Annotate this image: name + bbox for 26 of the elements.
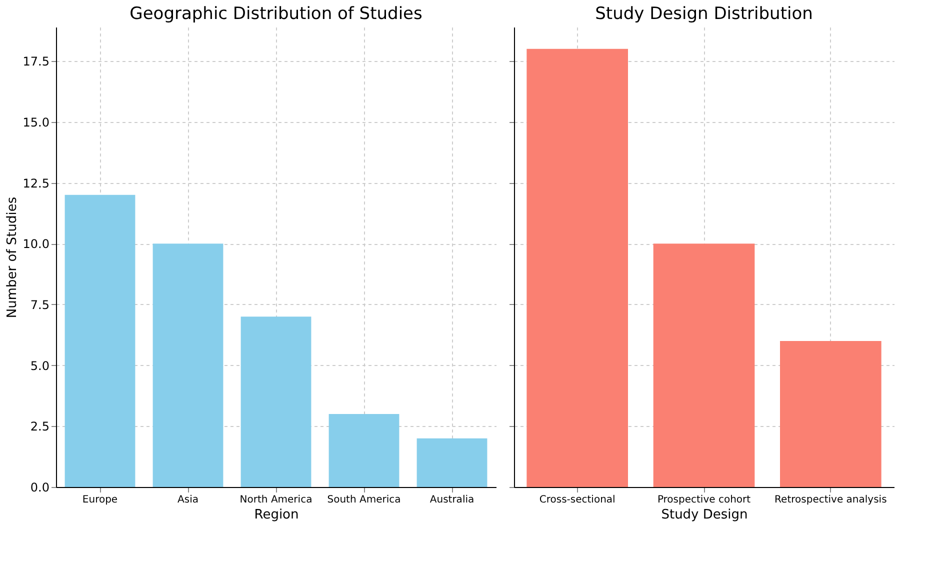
x-tick-label: Retrospective analysis bbox=[774, 494, 887, 506]
x-tick-label: Asia bbox=[178, 494, 198, 506]
y-tick-label: 5.0 bbox=[30, 358, 50, 373]
x-tick-label: North America bbox=[240, 494, 312, 506]
x-tick-label: Europe bbox=[82, 494, 118, 506]
bar bbox=[416, 438, 488, 487]
bar bbox=[328, 414, 400, 487]
y-tick-label: 2.5 bbox=[30, 420, 50, 434]
x-tick-label: Prospective cohort bbox=[657, 494, 751, 506]
x-axis-title: Study Design bbox=[661, 508, 748, 522]
x-tick-label: Cross-sectional bbox=[539, 494, 616, 506]
y-tick-label: 17.5 bbox=[22, 54, 50, 69]
y-tick-label: 10.0 bbox=[22, 237, 50, 252]
x-axis-title: Region bbox=[254, 508, 299, 522]
chart-title: Geographic Distribution of Studies bbox=[130, 4, 422, 24]
bar bbox=[64, 194, 136, 487]
y-tick-label: 12.5 bbox=[22, 176, 50, 190]
x-tick-label: Australia bbox=[430, 494, 474, 506]
bar bbox=[240, 316, 312, 487]
bar bbox=[152, 244, 224, 487]
y-tick-label: 15.0 bbox=[22, 115, 50, 130]
y-axis-title: Number of Studies bbox=[4, 196, 20, 318]
y-tick-label: 7.5 bbox=[30, 298, 50, 312]
chart-title: Study Design Distribution bbox=[595, 4, 813, 24]
x-tick-label: South America bbox=[327, 494, 401, 506]
y-tick-label: 0.0 bbox=[30, 480, 50, 494]
